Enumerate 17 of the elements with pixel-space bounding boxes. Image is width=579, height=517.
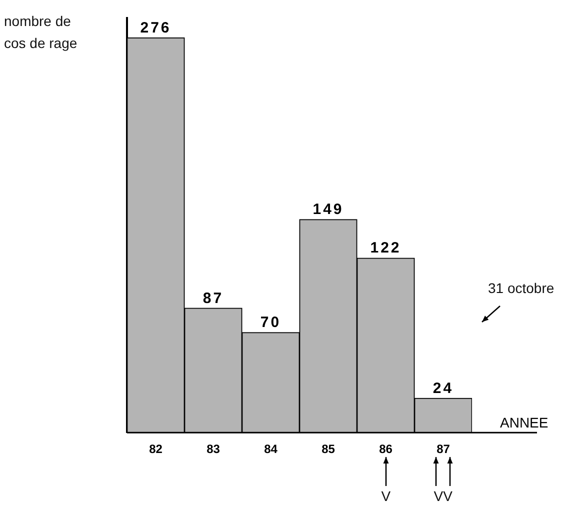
data-label: 149 bbox=[312, 201, 344, 218]
x-tick-label: 82 bbox=[149, 442, 163, 456]
x-tick-label: 87 bbox=[436, 442, 450, 456]
data-label: 24 bbox=[432, 380, 454, 397]
data-label: 70 bbox=[260, 314, 282, 332]
text: 31 octobre bbox=[488, 280, 554, 296]
data-label: 87 bbox=[202, 290, 224, 307]
data-label: 122 bbox=[370, 240, 402, 257]
y-axis-title: nombre de cos de rage bbox=[4, 12, 78, 53]
x-tick-label: 85 bbox=[322, 442, 336, 456]
x-axis-title: ANNEE bbox=[500, 414, 548, 430]
x-tick-label: 83 bbox=[206, 442, 220, 456]
data-label: 276 bbox=[140, 19, 172, 36]
text: VV bbox=[434, 488, 452, 504]
x-tick-label: 86 bbox=[379, 442, 393, 456]
x-tick-label: 84 bbox=[264, 442, 278, 456]
text: V bbox=[381, 488, 391, 504]
